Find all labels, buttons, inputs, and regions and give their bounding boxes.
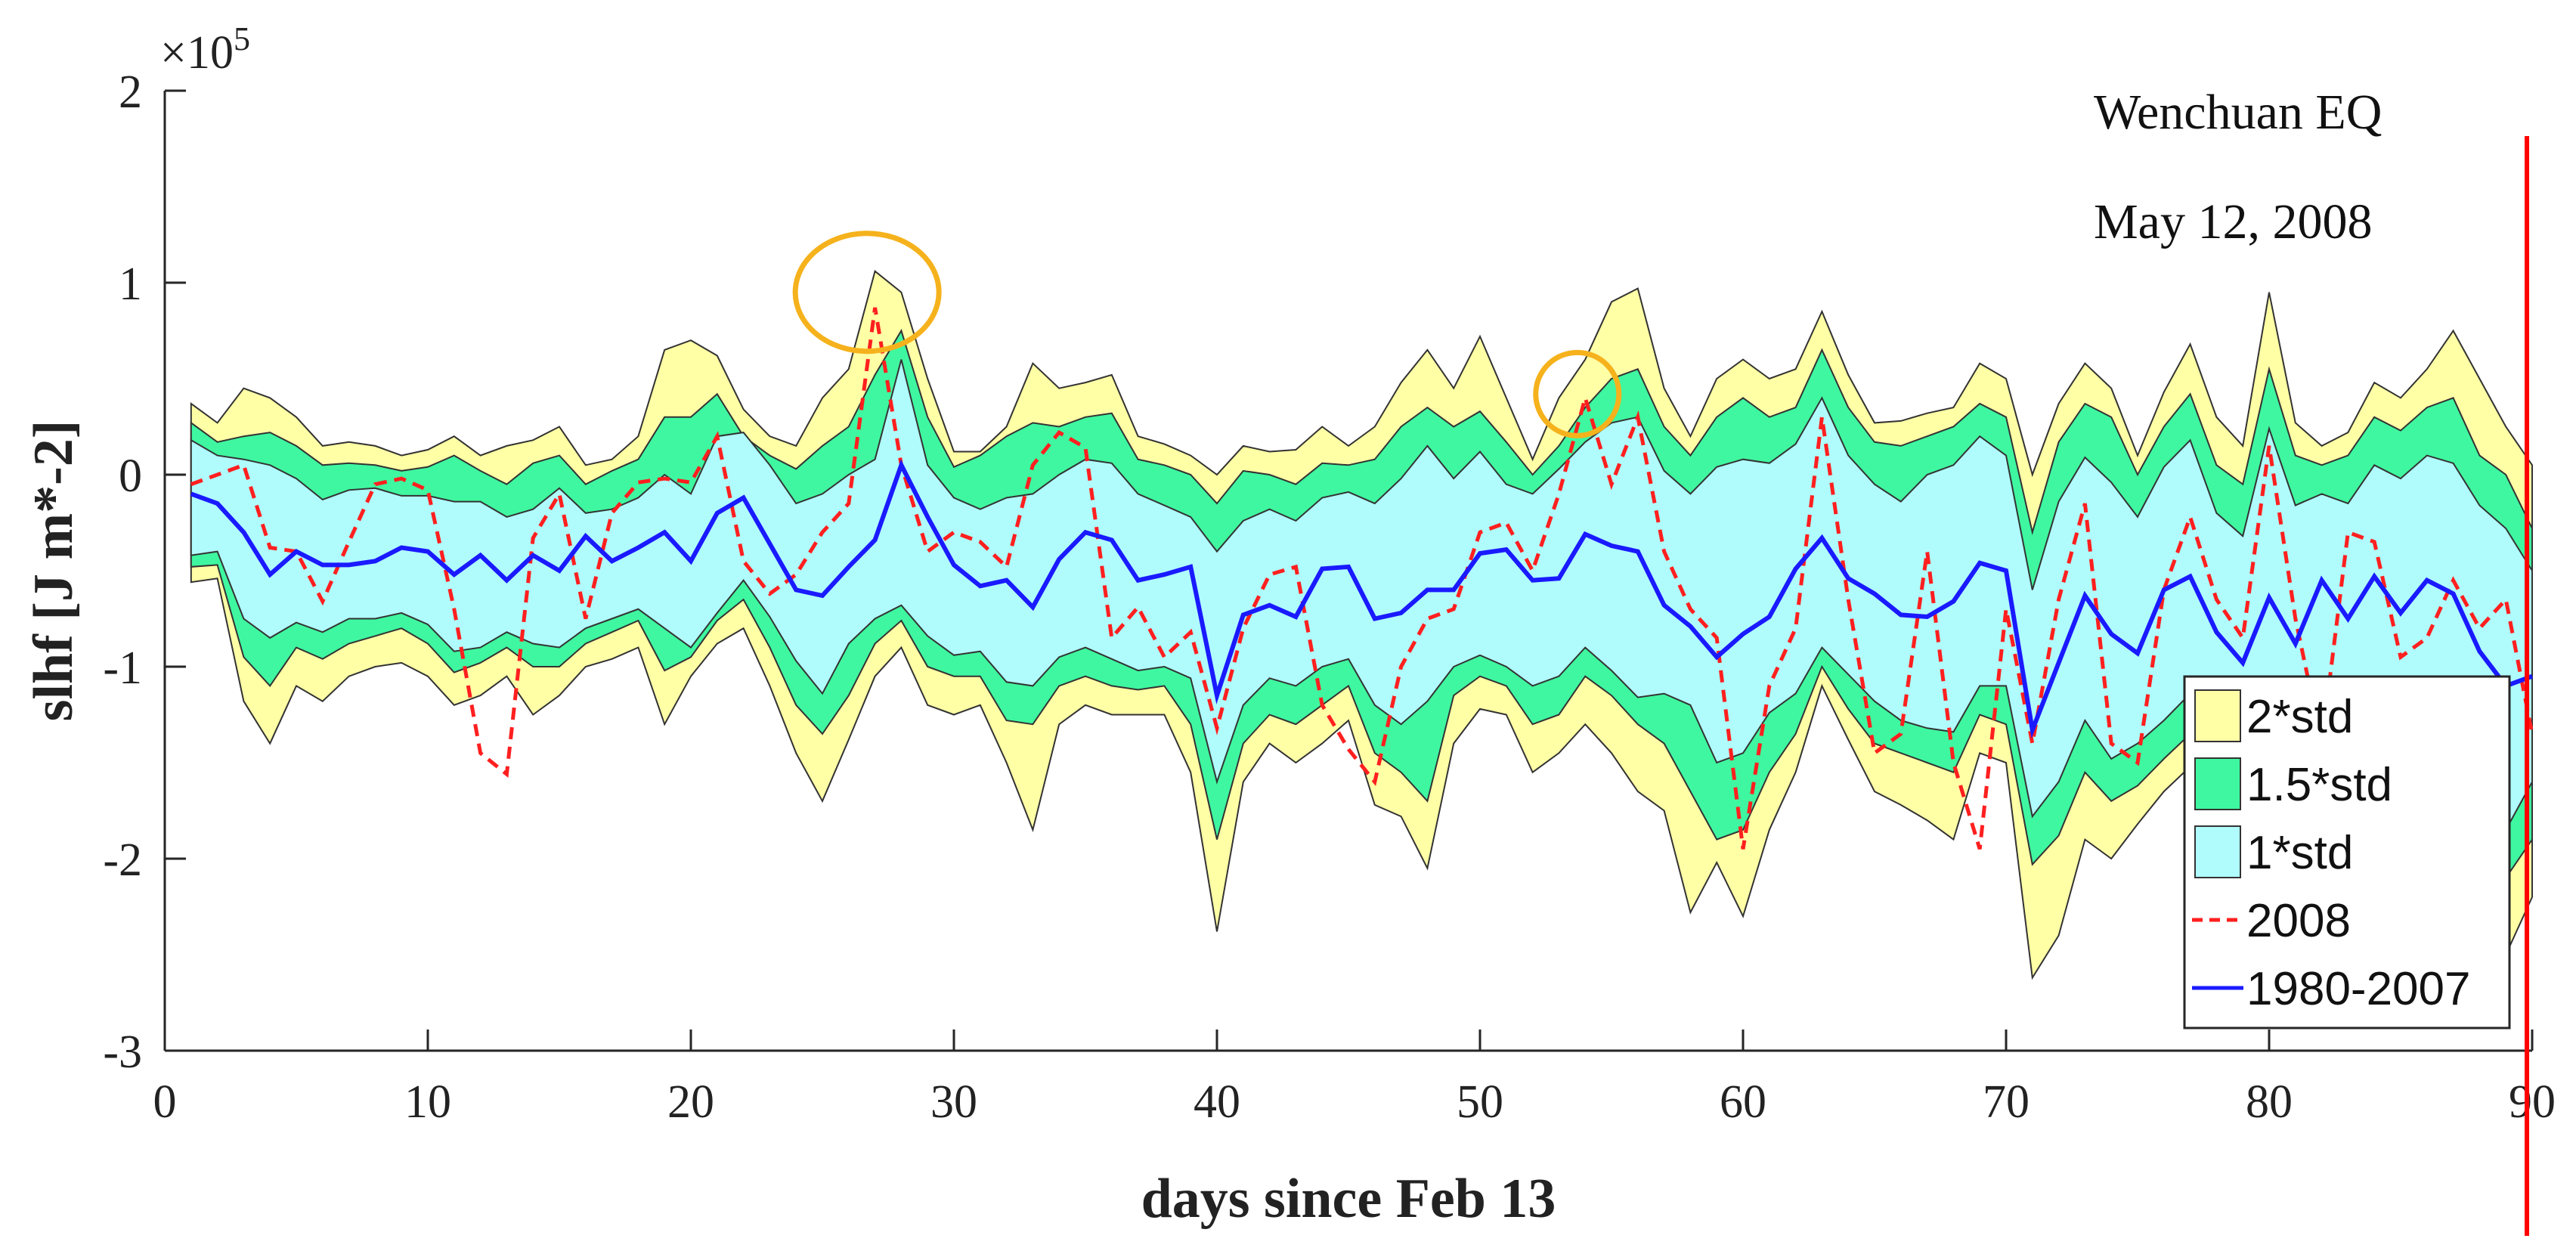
legend-label: 1*std: [2246, 827, 2353, 879]
legend-label: 2*std: [2246, 691, 2353, 743]
x-tick-label: 90: [2509, 1076, 2556, 1128]
x-tick-label: 80: [2246, 1076, 2293, 1128]
event-name-annotation: Wenchuan EQ: [2094, 85, 2382, 140]
legend-swatch: [2194, 689, 2241, 742]
legend-item: 1980-2007: [2192, 963, 2471, 1015]
x-tick-label: 10: [404, 1076, 451, 1128]
legend-item: 2*std: [2194, 689, 2353, 743]
std-bands: [190, 270, 2533, 980]
x-tick-label: 50: [1457, 1076, 1503, 1128]
x-tick-label: 30: [930, 1076, 977, 1128]
legend: 2*std 1.5*std 1*std 2008 1980-2007: [2183, 675, 2511, 1030]
x-tick-label: 0: [153, 1076, 177, 1128]
y-exponent-label: ×105: [160, 20, 250, 79]
legend-item: 1*std: [2194, 825, 2353, 879]
anomaly-circles: [792, 231, 1622, 438]
legend-item: 2008: [2192, 895, 2351, 947]
x-tick-label: 40: [1194, 1076, 1240, 1128]
series-lines: [190, 307, 2534, 850]
y-tick-label: -2: [103, 834, 142, 886]
legend-swatch: [2194, 825, 2241, 878]
legend-label: 1.5*std: [2246, 759, 2392, 811]
x-tick-label: 60: [1720, 1076, 1766, 1128]
legend-item: 1.5*std: [2194, 757, 2392, 811]
y-tick-label: -1: [103, 642, 142, 694]
y-tick-label: -3: [103, 1026, 142, 1078]
x-tick-label: 70: [1983, 1076, 2030, 1128]
legend-label: 1980-2007: [2246, 963, 2471, 1015]
y-tick-label: 1: [119, 259, 142, 310]
x-tick-label: 20: [667, 1076, 714, 1128]
legend-swatch: [2194, 757, 2241, 810]
series-1980-2007-line: [190, 459, 2534, 739]
series-2008-line: [190, 307, 2534, 850]
y-tick-label: 2: [119, 67, 142, 118]
anomaly-circle: [792, 231, 942, 355]
y-axis-title: slhf [J m*-2]: [23, 420, 85, 722]
anomaly-circle: [1533, 349, 1622, 438]
x-axis-title: days since Feb 13: [1141, 1168, 1556, 1230]
y-tick-label: 0: [119, 451, 142, 502]
event-date-annotation: May 12, 2008: [2094, 194, 2372, 249]
legend-label: 2008: [2246, 895, 2351, 947]
